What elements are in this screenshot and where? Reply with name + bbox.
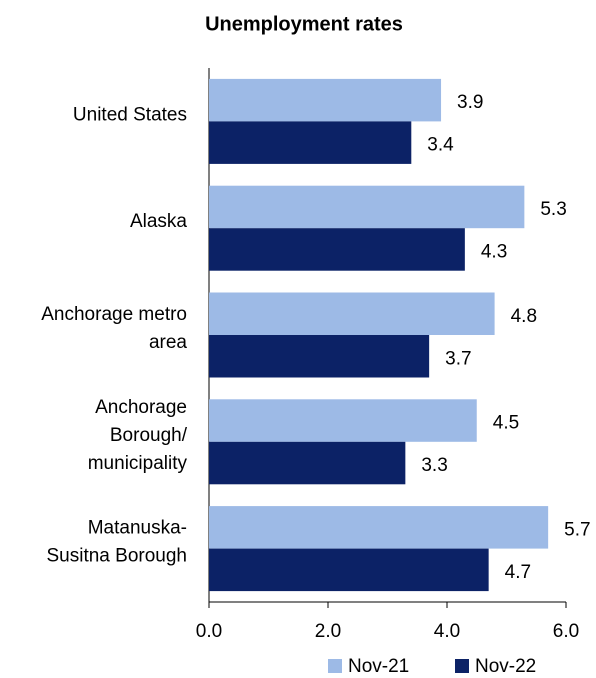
bar: [209, 335, 430, 378]
value-label: 3.3: [421, 455, 447, 476]
y-tick-label: Anchorage Borough/municipality: [88, 397, 188, 474]
y-tick-label: Anchorage metro area: [41, 304, 187, 353]
legend-swatch: [455, 659, 469, 673]
value-label: 4.8: [511, 306, 537, 327]
value-label: 3.9: [457, 92, 483, 113]
bar: [209, 506, 549, 549]
y-tick-label: Matanuska-Susitna Borough: [47, 518, 188, 567]
x-tick-label: 0.0: [196, 621, 222, 642]
value-label: 4.3: [481, 241, 507, 262]
bar: [209, 78, 442, 122]
legend-swatch: [328, 659, 342, 673]
bar: [209, 228, 465, 271]
value-label: 4.7: [505, 562, 531, 583]
legend-label: Nov-22: [475, 656, 536, 677]
bar: [209, 292, 495, 335]
value-label: 3.4: [427, 135, 454, 156]
value-label: 5.3: [540, 199, 566, 220]
y-tick-label: United States: [73, 104, 187, 125]
legend-label: Nov-21: [348, 656, 409, 677]
y-tick-label: Alaska: [130, 211, 187, 232]
bar: [209, 399, 477, 442]
chart-title: Unemployment rates: [205, 13, 403, 35]
bar: [209, 441, 406, 485]
bar: [209, 185, 525, 229]
value-label: 5.7: [564, 519, 590, 540]
value-label: 4.5: [493, 413, 519, 434]
bar: [209, 548, 489, 592]
x-tick-label: 6.0: [553, 621, 579, 642]
value-label: 3.7: [445, 348, 471, 369]
x-tick-label: 2.0: [315, 621, 341, 642]
bar: [209, 121, 412, 164]
x-tick-label: 4.0: [434, 621, 460, 642]
